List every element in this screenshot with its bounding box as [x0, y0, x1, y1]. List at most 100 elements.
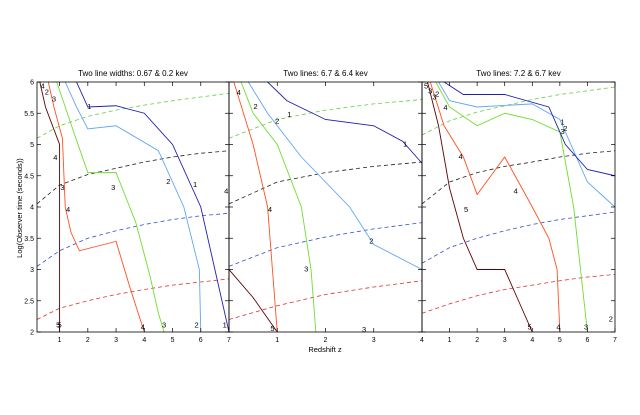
contour-line-3: [240, 82, 317, 332]
contour-label: 5: [424, 81, 428, 90]
contour-label: 3: [162, 321, 166, 330]
dashed-series-1: [37, 278, 229, 320]
contour-label: 2: [369, 236, 373, 245]
x-tick-label: 3: [503, 337, 507, 344]
y-axis-label: Log(Observer time (seconds)): [15, 158, 24, 258]
x-tick-label: 6: [585, 337, 589, 344]
contour-label: 1: [223, 321, 227, 330]
contour-line-1: [443, 82, 615, 177]
dashed-series-1: [229, 280, 422, 320]
x-tick-label: 4: [530, 337, 534, 344]
contour-label: 2: [166, 177, 170, 186]
contour-label: 4: [459, 152, 463, 161]
x-axis-label: Redshift z: [308, 345, 342, 354]
x-tick-label: 2: [324, 337, 328, 344]
x-tick-label: 1: [58, 337, 62, 344]
y-tick-label: 6: [30, 80, 34, 87]
contour-label: 4: [53, 153, 57, 162]
dashed-series-2: [422, 211, 615, 264]
x-tick-label: 4: [142, 337, 146, 344]
contour-label: 1: [193, 180, 197, 189]
contour-label: 5: [270, 324, 274, 333]
panel-title: Two line widths: 0.67 & 0.2 kev: [78, 69, 188, 78]
contour-line-5: [427, 82, 533, 332]
contour-label: 1: [561, 118, 565, 127]
contour-label: 5: [464, 205, 468, 214]
contour-line-1: [267, 82, 422, 164]
x-tick-label: 2: [86, 337, 90, 344]
panel-title: Two lines: 6.7 & 6.4 kev: [283, 69, 368, 78]
x-tick-label: 2: [475, 337, 479, 344]
contour-label: 4: [224, 186, 228, 195]
contour-line-3: [56, 82, 165, 332]
x-tick-label: 7: [613, 337, 617, 344]
contour-label: 3: [561, 127, 565, 136]
contour-label: 2: [275, 116, 279, 125]
y-tick-label: 2.5: [24, 298, 34, 305]
contour-label: 4: [556, 323, 560, 332]
dashed-series-4: [229, 99, 422, 139]
contour-label: 5: [58, 321, 62, 330]
dashed-series-3: [229, 161, 422, 205]
contour-line-2: [247, 82, 422, 270]
contour-label: 3: [304, 264, 308, 273]
y-tick-label: 5.5: [24, 111, 34, 118]
contour-line-4: [429, 82, 561, 332]
contour-label: 4: [141, 323, 145, 332]
dashed-series-3: [37, 150, 229, 205]
contour-label: 1: [287, 110, 291, 119]
y-tick-label: 3.5: [24, 236, 34, 243]
y-tick-label: 4: [30, 205, 34, 212]
contour-label: 2: [609, 314, 613, 323]
contour-label: 4: [514, 186, 518, 195]
x-tick-label: 5: [171, 337, 175, 344]
contour-label: 3: [362, 325, 366, 334]
contour-line-4: [233, 82, 278, 332]
panel-title: Two lines: 7.2 & 6.7 kev: [476, 69, 561, 78]
x-tick-label: 1: [275, 337, 279, 344]
contour-label: 3: [428, 86, 432, 95]
contour-label: 2: [45, 88, 49, 97]
contour-label: 2: [253, 102, 257, 111]
contour-label: 4: [443, 103, 447, 112]
contour-label: 2: [435, 89, 439, 98]
contour-line-5: [229, 269, 278, 332]
contour-label: 3: [432, 93, 436, 102]
dashed-series-1: [422, 274, 615, 314]
dashed-series-2: [229, 222, 422, 267]
contour-label: 2: [194, 321, 198, 330]
dashed-series-2: [37, 212, 229, 267]
contour-label: 4: [41, 81, 45, 90]
x-tick-label: 1: [448, 337, 452, 344]
dashed-series-4: [422, 86, 615, 136]
contour-line-2: [438, 82, 615, 208]
x-tick-label: 6: [199, 337, 203, 344]
contour-line-1: [76, 82, 229, 332]
contour-label: 3: [584, 323, 588, 332]
contour-line-2: [64, 82, 202, 332]
contour-line-5: [39, 82, 61, 332]
contour-label: 5: [56, 321, 60, 330]
y-tick-label: 5: [30, 142, 34, 149]
contour-label: 4: [237, 88, 241, 97]
y-tick-label: 2: [30, 330, 34, 337]
contour-label: 1: [87, 102, 91, 111]
contour-label: 3: [52, 94, 56, 103]
contour-line-3: [435, 82, 588, 332]
contour-label: 3: [111, 183, 115, 192]
contour-label: 4: [66, 205, 70, 214]
contour-label: 2: [563, 124, 567, 133]
contour-label: 5: [527, 323, 531, 332]
contour-line-4: [47, 82, 145, 332]
dashed-series-4: [37, 92, 229, 139]
y-tick-label: 4.5: [24, 173, 34, 180]
contour-label: 3: [60, 183, 64, 192]
x-tick-label: 3: [114, 337, 118, 344]
